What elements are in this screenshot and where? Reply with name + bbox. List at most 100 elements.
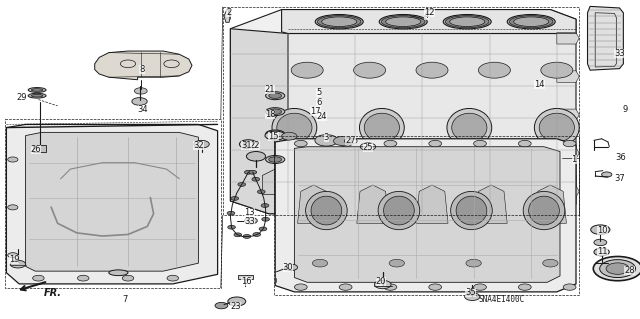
Ellipse shape: [28, 93, 46, 98]
Circle shape: [474, 284, 486, 290]
Circle shape: [339, 284, 352, 290]
Ellipse shape: [269, 157, 282, 162]
Polygon shape: [230, 33, 576, 214]
Circle shape: [167, 275, 179, 281]
Circle shape: [134, 88, 147, 94]
Circle shape: [194, 140, 209, 148]
Text: 31: 31: [241, 141, 252, 150]
Circle shape: [257, 190, 265, 194]
Ellipse shape: [277, 113, 312, 142]
Polygon shape: [534, 185, 566, 223]
Circle shape: [606, 263, 629, 274]
Text: 6: 6: [316, 98, 321, 107]
Circle shape: [8, 253, 18, 258]
Ellipse shape: [451, 191, 492, 230]
Ellipse shape: [443, 14, 492, 29]
Ellipse shape: [529, 196, 559, 225]
Circle shape: [354, 62, 385, 78]
Circle shape: [228, 297, 246, 306]
Circle shape: [593, 256, 640, 281]
Polygon shape: [479, 169, 504, 195]
Circle shape: [374, 280, 391, 289]
Text: 22: 22: [250, 141, 260, 150]
Ellipse shape: [534, 108, 579, 147]
Circle shape: [384, 140, 397, 147]
Ellipse shape: [31, 94, 43, 97]
Polygon shape: [275, 139, 576, 292]
Text: 20: 20: [376, 277, 386, 286]
Ellipse shape: [31, 89, 43, 91]
Circle shape: [77, 275, 89, 281]
Text: 23: 23: [230, 302, 241, 311]
Polygon shape: [26, 132, 198, 271]
Circle shape: [306, 172, 321, 179]
Circle shape: [479, 62, 511, 78]
Circle shape: [231, 197, 239, 200]
Text: 28: 28: [624, 266, 635, 275]
Circle shape: [246, 152, 266, 161]
Text: 14: 14: [534, 80, 545, 89]
Circle shape: [228, 225, 236, 229]
Circle shape: [339, 140, 352, 147]
Ellipse shape: [449, 17, 485, 26]
Circle shape: [563, 140, 576, 147]
Circle shape: [518, 284, 531, 290]
Ellipse shape: [539, 113, 575, 142]
Text: 21: 21: [265, 85, 275, 94]
Circle shape: [132, 98, 147, 105]
Text: 16: 16: [241, 277, 252, 286]
Ellipse shape: [109, 270, 128, 276]
Text: 9: 9: [622, 105, 627, 114]
Ellipse shape: [509, 16, 553, 28]
Text: 27: 27: [346, 136, 356, 145]
Circle shape: [474, 140, 486, 147]
Text: 18: 18: [265, 110, 275, 119]
Circle shape: [227, 211, 235, 215]
Ellipse shape: [266, 92, 285, 100]
Ellipse shape: [266, 130, 285, 138]
Polygon shape: [557, 33, 579, 44]
Polygon shape: [6, 124, 218, 284]
Text: FR.: FR.: [44, 288, 61, 298]
Polygon shape: [406, 169, 432, 195]
Text: 3: 3: [324, 133, 329, 142]
Polygon shape: [550, 169, 576, 195]
Circle shape: [312, 259, 328, 267]
Ellipse shape: [456, 196, 487, 225]
Circle shape: [376, 172, 392, 179]
Ellipse shape: [272, 108, 317, 147]
Circle shape: [244, 218, 257, 224]
Text: SNA4E1400C: SNA4E1400C: [479, 295, 525, 304]
Ellipse shape: [266, 155, 285, 164]
Text: 37: 37: [614, 174, 625, 183]
Circle shape: [447, 172, 462, 179]
Circle shape: [252, 177, 260, 181]
Circle shape: [8, 157, 18, 162]
Circle shape: [10, 260, 26, 268]
Circle shape: [563, 284, 576, 290]
Circle shape: [517, 172, 532, 179]
Circle shape: [259, 227, 267, 231]
Ellipse shape: [269, 109, 282, 115]
Circle shape: [294, 140, 307, 147]
Text: 11: 11: [597, 247, 607, 256]
Circle shape: [389, 259, 404, 267]
Text: 2: 2: [227, 8, 232, 17]
Text: 33: 33: [244, 217, 255, 226]
Ellipse shape: [316, 14, 364, 29]
Circle shape: [541, 62, 573, 78]
Circle shape: [234, 233, 242, 237]
Text: 24: 24: [317, 112, 327, 121]
Polygon shape: [475, 185, 507, 223]
Circle shape: [238, 182, 246, 186]
Circle shape: [429, 284, 442, 290]
Ellipse shape: [383, 196, 414, 225]
Circle shape: [602, 172, 612, 177]
Circle shape: [543, 259, 558, 267]
Text: 8: 8: [140, 65, 145, 74]
Text: 7: 7: [122, 295, 127, 304]
Polygon shape: [224, 9, 230, 22]
Polygon shape: [230, 29, 288, 214]
Polygon shape: [557, 147, 579, 159]
Text: 12: 12: [424, 8, 435, 17]
